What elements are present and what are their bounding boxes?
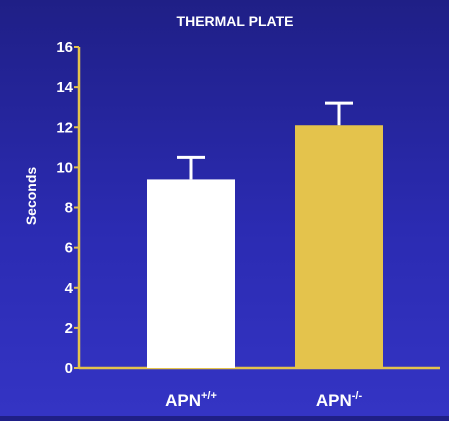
category-label-0: APN+/+ [165,390,217,410]
bar-1 [295,125,383,369]
y-axis-label: Seconds [23,167,39,226]
y-tick-label-5: 10 [56,159,73,176]
y-tick-label-4: 8 [65,200,73,217]
y-tick-label-1: 2 [65,320,73,337]
y-tick-label-0: 0 [65,360,73,377]
bar-0 [147,179,235,368]
y-tick-label-8: 16 [56,39,73,56]
y-tick-label-3: 6 [65,240,73,257]
plot-area: 0 2 4 6 8 10 12 14 16 APN+/+ APN-/- [56,39,440,410]
y-tick-label-7: 14 [56,79,73,96]
y-tick-label-6: 12 [56,119,73,136]
category-label-1: APN-/- [316,390,363,410]
y-tick-label-2: 4 [65,280,74,297]
chart-title: THERMAL PLATE [177,13,294,29]
